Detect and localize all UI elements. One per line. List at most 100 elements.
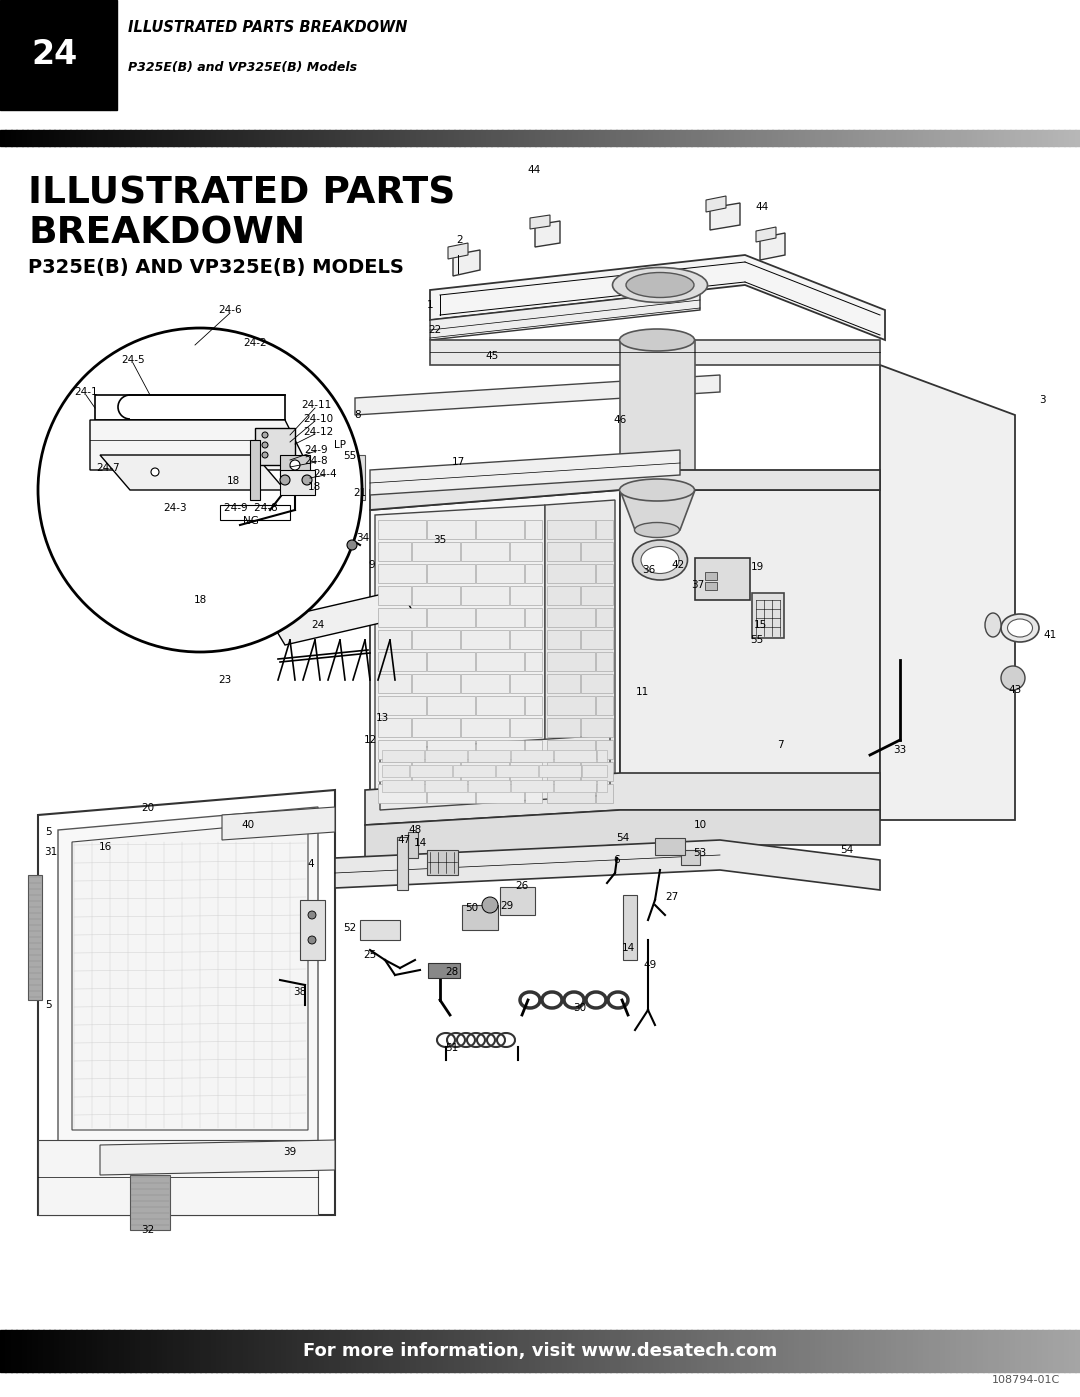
Bar	[308, 130, 314, 147]
Bar	[745, 1330, 752, 1372]
Bar	[605, 130, 611, 147]
Bar	[772, 130, 779, 147]
Bar	[76, 130, 82, 147]
Bar	[356, 130, 363, 147]
Bar	[459, 130, 465, 147]
Text: 2: 2	[457, 235, 463, 244]
Bar	[178, 1330, 185, 1372]
Bar	[259, 130, 266, 147]
Polygon shape	[38, 789, 335, 1215]
Circle shape	[1001, 666, 1025, 690]
Text: 18: 18	[193, 595, 206, 605]
Bar	[275, 1330, 282, 1372]
Polygon shape	[382, 780, 424, 792]
Bar	[59, 130, 66, 147]
Bar	[707, 1330, 714, 1372]
Polygon shape	[427, 652, 475, 671]
Text: 18: 18	[308, 482, 321, 492]
Bar	[977, 130, 984, 147]
Text: 27: 27	[665, 893, 678, 902]
Polygon shape	[554, 780, 596, 792]
Bar	[643, 130, 649, 147]
Polygon shape	[525, 696, 542, 715]
Bar	[545, 1330, 552, 1372]
Bar	[443, 130, 449, 147]
Bar	[481, 1330, 487, 1372]
Polygon shape	[511, 780, 553, 792]
Bar	[216, 1330, 222, 1372]
Bar	[853, 1330, 860, 1372]
Text: 24: 24	[311, 620, 325, 630]
Polygon shape	[511, 750, 553, 761]
Bar	[319, 1330, 325, 1372]
Text: 9: 9	[368, 560, 376, 570]
Bar	[524, 1330, 530, 1372]
Bar	[103, 1330, 109, 1372]
Bar	[119, 130, 125, 147]
Bar	[967, 1330, 973, 1372]
Text: 24: 24	[32, 39, 78, 71]
Bar	[27, 1330, 33, 1372]
Polygon shape	[378, 761, 411, 781]
Polygon shape	[525, 608, 542, 627]
Bar	[1042, 1330, 1049, 1372]
Bar	[913, 1330, 919, 1372]
Bar	[346, 1330, 352, 1372]
Text: 29: 29	[500, 901, 514, 911]
Bar	[1010, 1330, 1016, 1372]
Polygon shape	[581, 630, 613, 650]
Bar	[832, 1330, 838, 1372]
Bar	[281, 130, 287, 147]
Ellipse shape	[1001, 615, 1039, 643]
Bar	[686, 130, 692, 147]
Bar	[815, 1330, 822, 1372]
Bar	[113, 130, 120, 147]
Polygon shape	[378, 718, 411, 738]
Text: 13: 13	[376, 712, 389, 724]
Bar	[373, 130, 379, 147]
Bar	[734, 1330, 741, 1372]
Bar	[97, 130, 104, 147]
Bar	[0, 0, 110, 110]
Polygon shape	[623, 895, 637, 960]
Bar	[135, 1330, 141, 1372]
Polygon shape	[411, 630, 460, 650]
Bar	[950, 130, 957, 147]
Text: 34: 34	[356, 534, 369, 543]
Bar	[729, 130, 735, 147]
Bar	[967, 130, 973, 147]
Bar	[837, 130, 843, 147]
Bar	[497, 1330, 503, 1372]
Bar	[832, 130, 838, 147]
Polygon shape	[510, 673, 542, 693]
Text: 24-12: 24-12	[302, 427, 333, 437]
Bar	[189, 130, 195, 147]
Polygon shape	[72, 820, 308, 1130]
Bar	[464, 130, 471, 147]
Bar	[243, 130, 249, 147]
Polygon shape	[461, 718, 509, 738]
Bar	[599, 1330, 606, 1372]
Polygon shape	[100, 1140, 335, 1175]
Polygon shape	[380, 735, 610, 810]
Bar	[508, 130, 514, 147]
Bar	[292, 130, 298, 147]
Bar	[297, 130, 303, 147]
Bar	[529, 130, 536, 147]
Bar	[983, 130, 989, 147]
Bar	[929, 130, 935, 147]
Text: 54: 54	[617, 833, 630, 842]
Bar	[1058, 130, 1065, 147]
Bar	[405, 1330, 411, 1372]
Polygon shape	[378, 673, 411, 693]
Text: 25: 25	[363, 950, 377, 960]
Bar	[394, 130, 401, 147]
Ellipse shape	[620, 479, 694, 502]
Polygon shape	[596, 520, 613, 539]
Text: 24-5: 24-5	[121, 355, 145, 365]
Bar	[140, 130, 147, 147]
Bar	[621, 1330, 627, 1372]
Bar	[335, 1330, 341, 1372]
Bar	[972, 1330, 978, 1372]
Bar	[1015, 1330, 1022, 1372]
